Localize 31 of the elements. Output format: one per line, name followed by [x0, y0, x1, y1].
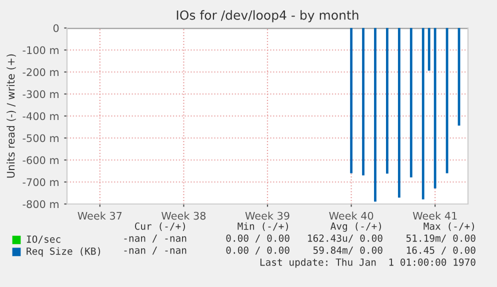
text: Avg (-/+) — [330, 222, 381, 232]
x-tick-label: Week 40 — [329, 212, 374, 220]
legend-label: Req Size (KB) — [26, 247, 100, 257]
text: Cur (-/+) — [134, 222, 185, 231]
x-tick-label: Week 38 — [162, 212, 206, 220]
text: Min (-/+) — [238, 222, 288, 231]
y-tick-label: -300 m — [22, 90, 58, 98]
text: 162.43u/ 0.00 — [308, 234, 382, 243]
x-tick-label: Week 39 — [245, 212, 290, 220]
y-axis-title: Units read (-) / write (+) — [6, 54, 16, 178]
x-tick-label: Week 41 — [412, 212, 457, 220]
text: 16.45 / 0.00 — [406, 246, 476, 255]
text: 0.00 / 0.00 — [226, 234, 290, 243]
y-tick-label: -600 m — [22, 156, 58, 164]
text: 51.19m/ 0.00 — [406, 234, 476, 243]
text: Max (-/+) — [424, 222, 474, 231]
y-tick-label: -500 m — [22, 134, 58, 142]
text: -nan / -nan — [124, 234, 186, 243]
y-tick-label: -800 m — [22, 200, 58, 208]
y-tick-label: -100 m — [22, 46, 58, 54]
x-tick-label: Week 37 — [78, 212, 122, 220]
y-tick-label: -400 m — [22, 112, 58, 120]
chart-title: IOs for /dev/loop4 - by month — [176, 10, 358, 22]
text: -nan / -nan — [124, 246, 186, 255]
text: 59.84m/ 0.00 — [313, 246, 382, 255]
text: 0.00 / 0.00 — [226, 246, 290, 255]
y-tick-label: -700 m — [22, 178, 58, 186]
text: Last update: Thu Jan 1 01:00:00 1970 — [260, 258, 476, 268]
y-tick-label: -200 m — [22, 68, 58, 76]
y-tick-label: 0 — [53, 24, 59, 32]
legend-label: IO/sec — [26, 235, 60, 244]
